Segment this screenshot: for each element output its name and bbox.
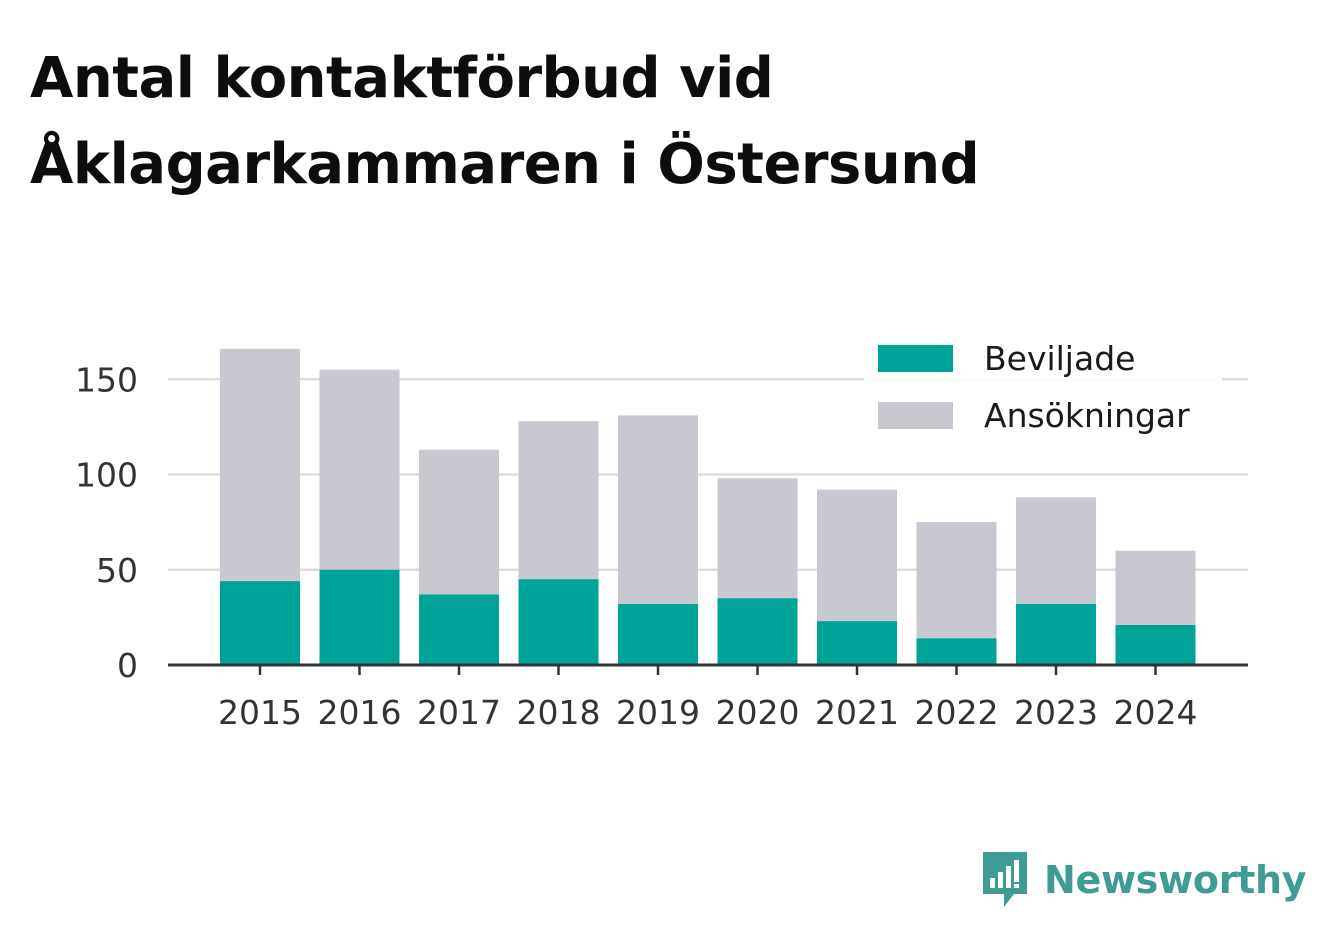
y-tick-label: 0: [117, 646, 138, 685]
x-tick-label: 2020: [716, 693, 800, 732]
bar-beviljade-2020: [717, 598, 798, 665]
brand-name: Newsworthy: [1044, 858, 1307, 902]
legend: Beviljade Ansökningar: [864, 330, 1222, 450]
y-axis-ticks: 0 50 100 150: [75, 360, 138, 685]
x-tick-label: 2018: [517, 693, 601, 732]
chart-title: Antal kontaktförbud vid Åklagarkammaren …: [30, 36, 1230, 208]
x-tick-label: 2016: [318, 693, 402, 732]
x-tick-label: 2022: [915, 693, 999, 732]
legend-label-1: Beviljade: [984, 339, 1135, 378]
y-tick-label: 150: [75, 360, 138, 399]
chart-title-line-2: Åklagarkammaren i Östersund: [30, 132, 980, 197]
bar-beviljade-2018: [518, 579, 599, 665]
bar-beviljade-2023: [1016, 604, 1096, 665]
legend-swatch-1: [878, 345, 953, 372]
bar-beviljade-2015: [220, 581, 300, 665]
x-tick-label: 2024: [1114, 693, 1198, 732]
x-tick-label: 2019: [616, 693, 700, 732]
bars: [220, 348, 1196, 665]
legend-label-2: Ansökningar: [984, 396, 1190, 435]
bar-beviljade-2024: [1115, 624, 1196, 665]
bar-beviljade-2021: [817, 621, 897, 665]
chart-title-line-1: Antal kontaktförbud vid: [30, 46, 774, 111]
bar-beviljade-2022: [916, 638, 997, 665]
y-tick-label: 50: [96, 551, 138, 590]
x-tick-label: 2017: [417, 693, 501, 732]
x-axis-ticks: 2015 2016 2017 2018 2019 2020 2021 2022 2023 2024: [218, 665, 1197, 732]
bar-beviljade-2016: [319, 569, 400, 665]
brand-logo: Newsworthy: [980, 850, 1307, 910]
x-tick-label: 2021: [815, 693, 899, 732]
y-tick-label: 100: [75, 456, 138, 495]
newsworthy-logo-icon: [983, 852, 1027, 907]
bar-beviljade-2017: [419, 594, 499, 665]
legend-swatch-2: [878, 402, 953, 429]
bar-beviljade-2019: [618, 604, 698, 665]
x-tick-label: 2015: [218, 693, 302, 732]
x-tick-label: 2023: [1014, 693, 1098, 732]
